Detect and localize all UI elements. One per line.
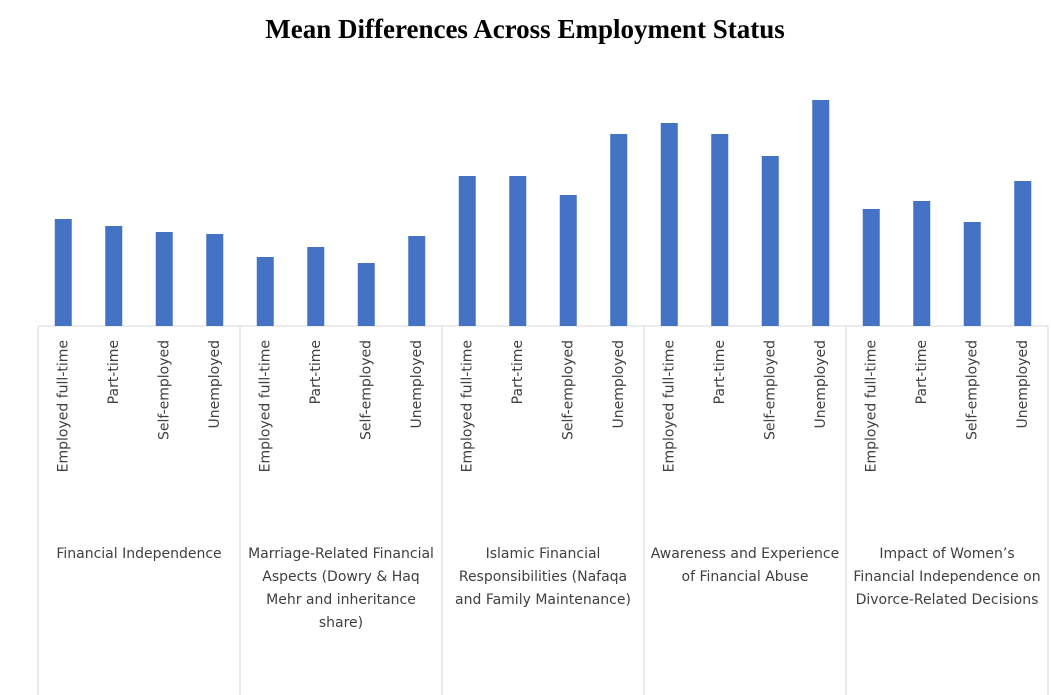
x-tick-label: Part-time xyxy=(914,340,930,404)
group-label: Financial Independence xyxy=(56,546,222,562)
bar xyxy=(206,234,224,326)
group-label: Impact of Women’s Financial Independence… xyxy=(853,546,1041,608)
x-tick-label: Employed full-time xyxy=(459,340,475,472)
x-tick-label: Self-employed xyxy=(560,340,576,440)
x-tick-label: Employed full-time xyxy=(257,340,273,472)
x-tick-label: Self-employed xyxy=(964,340,980,440)
group-label: Islamic Financial Responsibilities (Nafa… xyxy=(455,546,631,608)
x-tick-label: Unemployed xyxy=(611,340,627,429)
bar xyxy=(1014,181,1032,326)
bar xyxy=(963,222,981,326)
bar xyxy=(357,263,375,326)
bar xyxy=(408,236,426,326)
bar xyxy=(155,232,173,326)
bar xyxy=(458,176,476,326)
x-tick-label: Employed full-time xyxy=(863,340,879,472)
x-tick-label: Part-time xyxy=(106,340,122,404)
bar xyxy=(105,226,123,326)
x-tick-label: Employed full-time xyxy=(661,340,677,472)
x-tick-label: Self-employed xyxy=(762,340,778,440)
bar xyxy=(711,134,729,326)
bar xyxy=(610,134,628,326)
x-tick-label: Self-employed xyxy=(156,340,172,440)
x-tick-label: Part-time xyxy=(510,340,526,404)
bar xyxy=(307,247,325,326)
group-label: Marriage-Related Financial Aspects (Dowr… xyxy=(248,546,434,631)
bar xyxy=(256,257,274,326)
x-tick-label: Unemployed xyxy=(1015,340,1031,429)
x-tick-label: Part-time xyxy=(712,340,728,404)
x-tick-label: Unemployed xyxy=(813,340,829,429)
x-tick-label: Unemployed xyxy=(207,340,223,429)
bar xyxy=(913,201,931,326)
group-label: Awareness and Experience of Financial Ab… xyxy=(650,546,840,585)
chart-title: Mean Differences Across Employment Statu… xyxy=(265,14,784,44)
x-tick-label: Unemployed xyxy=(409,340,425,429)
bar xyxy=(862,209,880,326)
bar xyxy=(812,100,830,326)
bar xyxy=(509,176,527,326)
x-tick-label: Employed full-time xyxy=(55,340,71,472)
bar xyxy=(559,195,577,326)
x-tick-label: Self-employed xyxy=(358,340,374,440)
bar xyxy=(761,156,779,326)
bar xyxy=(660,123,678,326)
x-tick-label: Part-time xyxy=(308,340,324,404)
bar xyxy=(54,219,72,326)
